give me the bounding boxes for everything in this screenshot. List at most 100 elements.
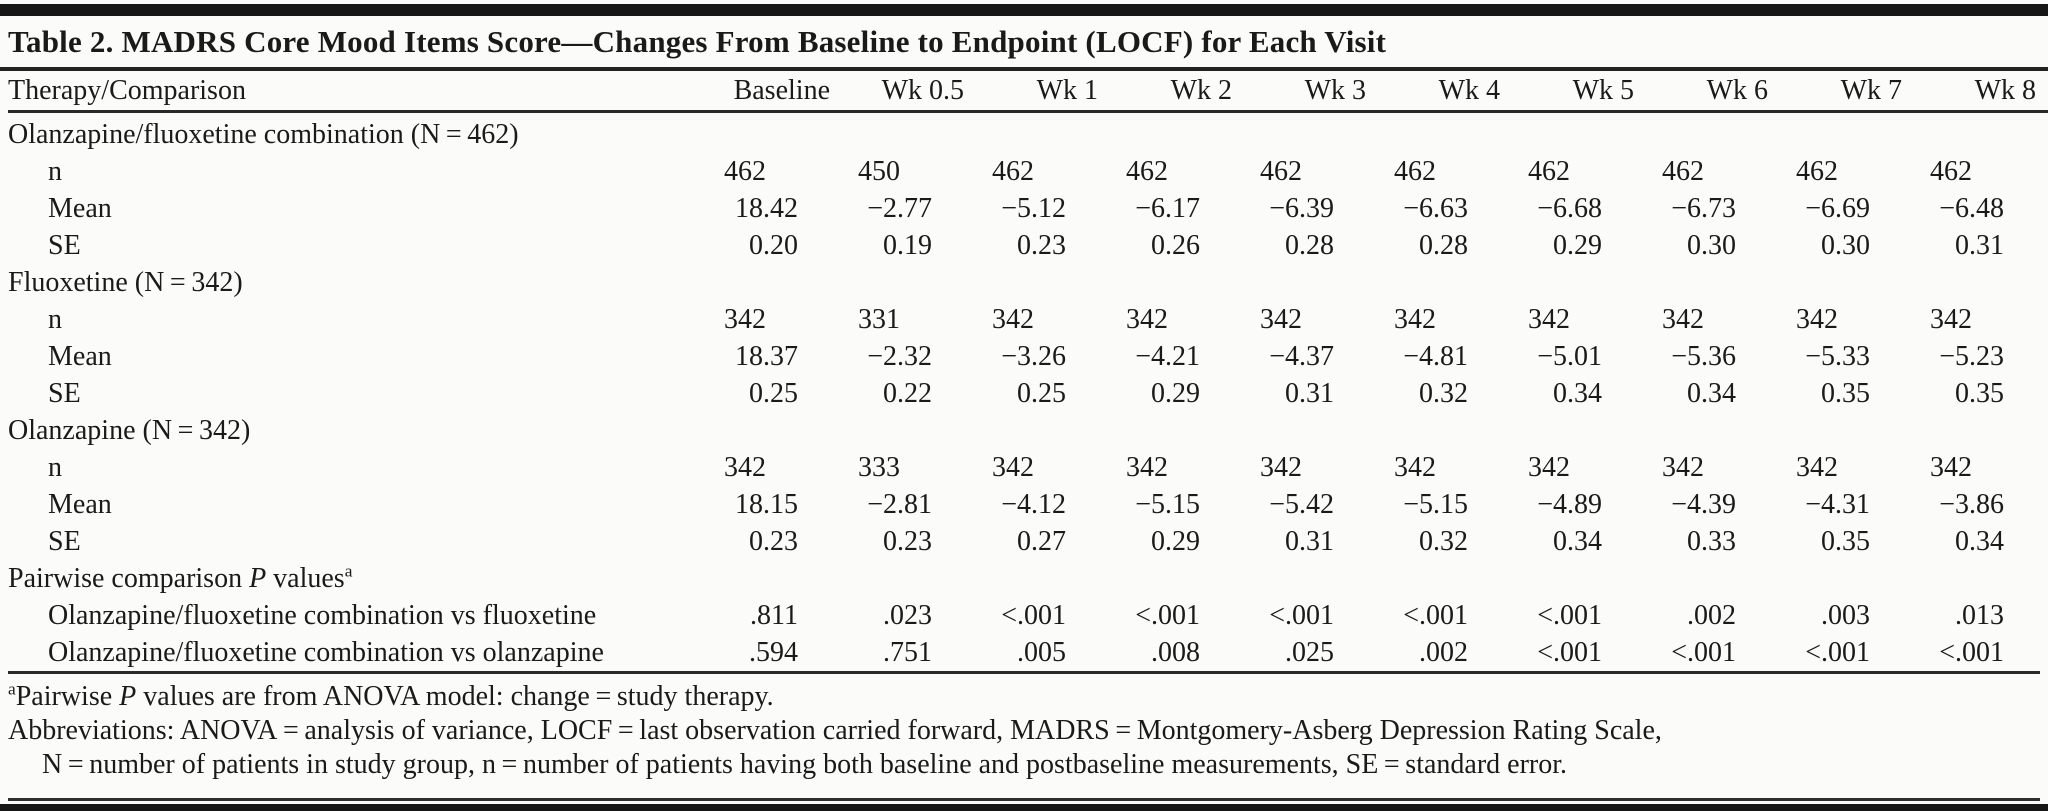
value-cell: 0.20: [749, 230, 798, 261]
value-cell: 342: [1930, 304, 1972, 335]
value-cell: 0.25: [749, 378, 798, 409]
value-cell: 331: [858, 304, 900, 335]
value-cell: 342: [724, 452, 766, 483]
value-cell: 333: [858, 452, 900, 483]
value-cell: 342: [992, 304, 1034, 335]
value-cell: 0.29: [1151, 378, 1200, 409]
value-cell: 0.35: [1821, 526, 1870, 557]
value-cell: 462: [992, 156, 1034, 187]
value-cell: −6.17: [1135, 193, 1200, 224]
value-cell: 462: [1528, 156, 1570, 187]
row-label: Mean: [48, 193, 112, 224]
group-label: Fluoxetine (N = 342): [8, 267, 243, 298]
value-cell: 0.34: [1553, 378, 1602, 409]
value-cell: 0.29: [1151, 526, 1200, 557]
value-cell: <.001: [1537, 637, 1602, 668]
value-cell: 18.37: [735, 341, 798, 372]
value-cell: .002: [1419, 637, 1468, 668]
row-label: n: [48, 452, 62, 483]
table-row: Olanzapine/fluoxetine combination vs flu…: [8, 597, 2048, 634]
value-cell: 462: [1260, 156, 1302, 187]
row-label: SE: [48, 526, 81, 557]
value-cell: 0.31: [1285, 378, 1334, 409]
value-cell: 450: [858, 156, 900, 187]
table-row: n 342 333 342 342 342 342 342 342 342 342: [8, 449, 2048, 486]
value-cell: 342: [1930, 452, 1972, 483]
paper-table-figure: Table 2. MADRS Core Mood Items Score—Cha…: [0, 4, 2048, 811]
madrs-core-mood-table: Therapy/Comparison Baseline Wk 0.5 Wk 1 Wk 2…: [8, 71, 2048, 671]
table-row: Mean 18.37 −2.32 −3.26 −4.21 −4.37 −4.81 −5.01 −…: [8, 338, 2048, 375]
value-cell: <.001: [1537, 600, 1602, 631]
value-cell: 18.15: [735, 489, 798, 520]
table-title: Table 2. MADRS Core Mood Items Score—Cha…: [0, 16, 2048, 71]
value-cell: −6.73: [1671, 193, 1736, 224]
column-header-wk-8: Wk 8: [1914, 71, 2048, 113]
value-cell: 462: [1930, 156, 1972, 187]
column-header-baseline: Baseline: [708, 71, 842, 113]
column-header-wk-1: Wk 1: [976, 71, 1110, 113]
value-cell: 342: [1260, 304, 1302, 335]
table-row: SE 0.20 0.19 0.23 0.26 0.28 0.28 0.29 0.30 0.30 0.…: [8, 227, 2048, 264]
value-cell: .003: [1821, 600, 1870, 631]
value-cell: −6.68: [1537, 193, 1602, 224]
value-cell: −4.81: [1403, 341, 1468, 372]
footnote-line: N = number of patients in study group, n…: [42, 749, 1568, 780]
group-header-row: Olanzapine (N = 342): [8, 412, 2048, 449]
value-cell: 462: [724, 156, 766, 187]
value-cell: −5.01: [1537, 341, 1602, 372]
value-cell: <.001: [1269, 600, 1334, 631]
value-cell: 0.35: [1955, 378, 2004, 409]
value-cell: .008: [1151, 637, 1200, 668]
value-cell: 0.23: [883, 526, 932, 557]
value-cell: <.001: [1671, 637, 1736, 668]
table-row: Olanzapine/fluoxetine combination vs ola…: [8, 634, 2048, 671]
value-cell: 342: [1662, 304, 1704, 335]
row-label: Olanzapine/fluoxetine combination vs flu…: [48, 600, 597, 631]
top-rule-bar: [0, 4, 2048, 16]
value-cell: 0.22: [883, 378, 932, 409]
value-cell: 462: [1662, 156, 1704, 187]
column-header-wk-0.5: Wk 0.5: [842, 71, 976, 113]
value-cell: 342: [1126, 304, 1168, 335]
value-cell: 342: [1394, 452, 1436, 483]
value-cell: .002: [1687, 600, 1736, 631]
value-cell: 342: [1662, 452, 1704, 483]
value-cell: 462: [1126, 156, 1168, 187]
footnote-line: Abbreviations: ANOVA = analysis of varia…: [8, 715, 1662, 746]
column-header-wk-5: Wk 5: [1512, 71, 1646, 113]
group-header-row: Pairwise comparison P valuesa: [8, 560, 2048, 597]
bottom-rule-bar: [0, 798, 2048, 811]
value-cell: <.001: [1135, 600, 1200, 631]
table-row: n 462 450 462 462 462 462 462 462 462 462: [8, 153, 2048, 190]
row-label: n: [48, 156, 62, 187]
value-cell: 18.42: [735, 193, 798, 224]
column-header-wk-7: Wk 7: [1780, 71, 1914, 113]
value-cell: .594: [749, 637, 798, 668]
value-cell: 0.28: [1285, 230, 1334, 261]
column-header-wk-3: Wk 3: [1244, 71, 1378, 113]
bottom-thin-rule: [8, 798, 2040, 801]
table-row: Mean 18.15 −2.81 −4.12 −5.15 −5.42 −5.15 −4.89 −…: [8, 486, 2048, 523]
value-cell: 0.32: [1419, 526, 1468, 557]
table-row: SE 0.23 0.23 0.27 0.29 0.31 0.32 0.34 0.33 0.35 0.…: [8, 523, 2048, 560]
row-label: SE: [48, 230, 81, 261]
column-header-therapy-comparison: Therapy/Comparison: [8, 71, 708, 113]
value-cell: 0.30: [1821, 230, 1870, 261]
column-header-wk-4: Wk 4: [1378, 71, 1512, 113]
table-row: Mean 18.42 −2.77 −5.12 −6.17 −6.39 −6.63 −6.68 −…: [8, 190, 2048, 227]
table-row: SE 0.25 0.22 0.25 0.29 0.31 0.32 0.34 0.34 0.35 0.…: [8, 375, 2048, 412]
value-cell: −6.63: [1403, 193, 1468, 224]
value-cell: 342: [1260, 452, 1302, 483]
group-header-row: Olanzapine/fluoxetine combination (N = 4…: [8, 112, 2048, 154]
footnote-line: aPairwise P values are from ANOVA model:…: [8, 679, 774, 712]
group-label: Olanzapine/fluoxetine combination (N = 4…: [8, 119, 519, 150]
value-cell: 0.34: [1553, 526, 1602, 557]
value-cell: 0.25: [1017, 378, 1066, 409]
group-header-row: Fluoxetine (N = 342): [8, 264, 2048, 301]
value-cell: 0.35: [1821, 378, 1870, 409]
table-body: Olanzapine/fluoxetine combination (N = 4…: [8, 112, 2048, 672]
value-cell: −4.12: [1001, 489, 1066, 520]
value-cell: −5.23: [1939, 341, 2004, 372]
value-cell: .023: [883, 600, 932, 631]
value-cell: −5.12: [1001, 193, 1066, 224]
